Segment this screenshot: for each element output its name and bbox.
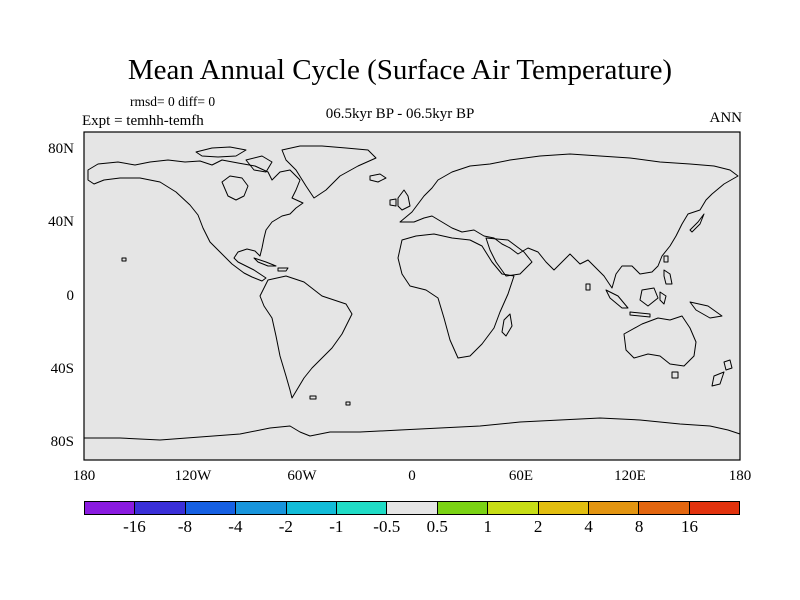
lon-tick-label: 60E: [508, 468, 534, 484]
colorbar: [84, 501, 740, 515]
colorbar-label: 0.5: [426, 517, 448, 536]
coast-tasmania: [671, 371, 679, 379]
lat-tick-label: 0: [66, 288, 75, 304]
coast-hawaii: [121, 257, 127, 262]
lon-tick-label: 180: [72, 468, 96, 484]
coast-new-guinea: [689, 301, 723, 319]
period-label: 06.5kyr BP - 06.5kyr BP: [325, 106, 475, 122]
coast-madagascar: [501, 313, 513, 337]
coast-iceland: [369, 173, 387, 183]
colorbar-label: 8: [634, 517, 644, 536]
lat-tick-label: 80S: [50, 434, 74, 450]
colorbar-label: -16: [123, 517, 146, 536]
coast-sumatra: [605, 289, 629, 309]
coast-cuba: [253, 257, 277, 267]
lat-tick-label: 40S: [50, 361, 74, 377]
coast-sulawesi: [659, 291, 667, 305]
rmsd-diff-label: rmsd= 0 diff= 0: [130, 94, 216, 109]
lon-tick-label: 120W: [174, 468, 212, 484]
coast-africa: [397, 233, 515, 359]
coast-new-zealand-north: [723, 359, 733, 371]
coast-australia: [623, 315, 697, 367]
coast-eurasia: [399, 153, 739, 289]
colorbar-label: -8: [177, 517, 192, 536]
coast-falklands: [309, 395, 317, 400]
colorbar-label: -4: [228, 517, 243, 536]
lat-tick-label: 80N: [48, 141, 74, 157]
colorbar-box: [85, 502, 136, 514]
coast-philippines: [663, 269, 673, 285]
coast-java: [629, 311, 651, 318]
colorbar-box: [689, 502, 740, 514]
experiment-label: Expt = temhh-temfh: [82, 113, 204, 129]
lon-tick-label: 0: [408, 468, 416, 484]
colorbar-box: [538, 502, 589, 514]
colorbar-label: -2: [278, 517, 293, 536]
colorbar-label: 4: [584, 517, 593, 536]
coast-borneo: [639, 287, 659, 307]
lon-tick-label: 120E: [614, 468, 646, 484]
coast-britain: [397, 189, 411, 211]
colorbar-label: -1: [329, 517, 344, 536]
coast-taiwan: [663, 255, 669, 263]
season-label: ANN: [709, 110, 743, 126]
colorbar-box: [488, 502, 539, 514]
coast-hudson-bay: [221, 175, 249, 201]
colorbar-box: [336, 502, 388, 514]
lon-tick-label: 180: [728, 468, 752, 484]
coast-new-zealand-south: [711, 371, 725, 387]
coast-north-america: [87, 159, 304, 282]
colorbar-label: 2: [533, 517, 543, 536]
coast-hispaniola: [277, 267, 289, 272]
colorbar-label: 16: [681, 517, 699, 536]
colorbar-box: [639, 502, 690, 514]
map-frame: [83, 131, 741, 461]
colorbar-label: 1: [483, 517, 492, 536]
coast-japan: [689, 213, 705, 233]
coast-arctic-islands: [195, 146, 247, 158]
coast-sri-lanka: [585, 283, 591, 291]
lat-tick-label: 40N: [48, 214, 74, 230]
lon-tick-label: 60W: [287, 468, 317, 484]
colorbar-box: [588, 502, 640, 514]
coast-ireland: [389, 198, 397, 207]
colorbar-box: [185, 502, 237, 514]
coastlines: [84, 145, 741, 441]
plot-title: Mean Annual Cycle (Surface Air Temperatu…: [127, 54, 673, 86]
colorbar-box: [437, 502, 489, 514]
colorbar-box: [286, 502, 337, 514]
coast-greenland: [281, 145, 377, 199]
colorbar-box: [135, 502, 186, 514]
coast-south-georgia: [345, 401, 351, 406]
coast-south-america: [259, 275, 353, 399]
coast-baffin: [245, 155, 273, 173]
colorbar-box: [236, 502, 287, 514]
colorbar-box: [387, 502, 438, 514]
coast-antarctica: [84, 417, 741, 441]
coast-arabia: [485, 237, 533, 277]
colorbar-label: -0.5: [373, 517, 401, 536]
